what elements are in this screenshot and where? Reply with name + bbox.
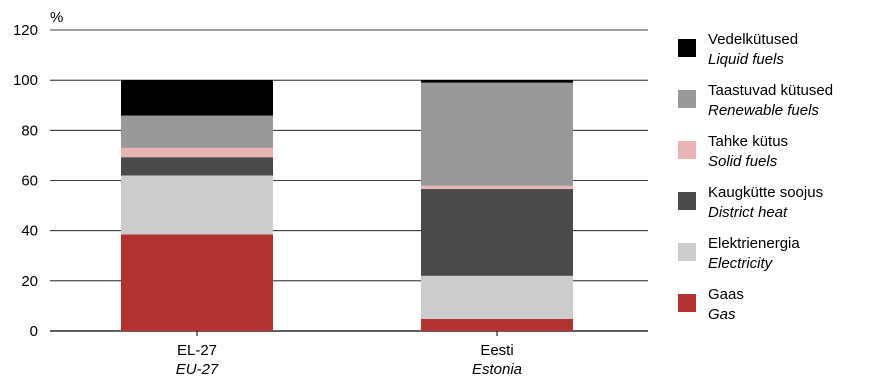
bar-segment bbox=[421, 275, 573, 319]
y-tick-label: 40 bbox=[21, 223, 38, 240]
bar-segment bbox=[421, 80, 573, 83]
legend-label-et: Kaugkütte soojus bbox=[708, 184, 824, 201]
y-tick-label: 60 bbox=[21, 173, 38, 190]
legend-label-en: Gas bbox=[708, 306, 736, 323]
legend-swatch bbox=[678, 39, 696, 57]
legend-item-gas: Gaas Gas bbox=[678, 285, 868, 336]
bar-segment bbox=[121, 175, 273, 235]
legend-label-en: Solid fuels bbox=[708, 153, 778, 170]
y-axis-unit: % bbox=[50, 9, 63, 26]
category-label-en: Estonia bbox=[472, 361, 522, 378]
bar-segment bbox=[421, 185, 573, 190]
legend-swatch bbox=[678, 90, 696, 108]
y-tick-labels: 0 20 40 60 80 100 120 bbox=[13, 22, 38, 340]
legend-label-et: Vedelkütused bbox=[708, 31, 799, 48]
bar-segment bbox=[121, 80, 273, 116]
category-label: Eesti bbox=[480, 342, 513, 359]
legend-item-solid-fuels: Tahke kütus Solid fuels bbox=[678, 132, 868, 183]
legend-label: Tahke kütus Solid fuels bbox=[708, 132, 788, 172]
legend-label: Gaas Gas bbox=[708, 285, 744, 325]
legend: Vedelkütused Liquid fuels Taastuvad kütu… bbox=[678, 30, 868, 336]
bar-segment bbox=[421, 82, 573, 186]
legend-label: Kaugkütte soojus District heat bbox=[708, 183, 823, 223]
bar-segment bbox=[121, 234, 273, 331]
bar-segment bbox=[121, 147, 273, 158]
bar-segment bbox=[121, 157, 273, 176]
legend-label-et: Tahke kütus bbox=[708, 133, 789, 150]
legend-label-et: Elektrienergia bbox=[708, 235, 800, 252]
legend-label: Vedelkütused Liquid fuels bbox=[708, 30, 798, 70]
y-tick-label: 100 bbox=[13, 72, 38, 89]
legend-label-et: Gaas bbox=[708, 286, 744, 303]
legend-swatch bbox=[678, 141, 696, 159]
y-tick-label: 0 bbox=[30, 323, 38, 340]
legend-swatch bbox=[678, 192, 696, 210]
legend-label-en: Liquid fuels bbox=[708, 51, 784, 68]
legend-item-electricity: Elektrienergia Electricity bbox=[678, 234, 868, 285]
legend-swatch bbox=[678, 294, 696, 312]
legend-item-district-heat: Kaugkütte soojus District heat bbox=[678, 183, 868, 234]
category-label: EL-27 bbox=[177, 342, 217, 359]
legend-label-et: Taastuvad kütused bbox=[708, 82, 834, 99]
bar-segment bbox=[121, 115, 273, 148]
bar-segment bbox=[421, 189, 573, 276]
bar-segment bbox=[421, 318, 573, 331]
y-tick-label: 80 bbox=[21, 122, 38, 139]
category-label-en: EU-27 bbox=[176, 361, 219, 378]
legend-label-en: Electricity bbox=[708, 255, 773, 272]
legend-label-en: Renewable fuels bbox=[708, 102, 819, 119]
legend-item-liquid-fuels: Vedelkütused Liquid fuels bbox=[678, 30, 868, 81]
legend-label: Taastuvad kütused Renewable fuels bbox=[708, 81, 833, 121]
legend-item-renewable-fuels: Taastuvad kütused Renewable fuels bbox=[678, 81, 868, 132]
y-tick-label: 20 bbox=[21, 273, 38, 290]
bars bbox=[121, 80, 573, 331]
y-tick-label: 120 bbox=[13, 22, 38, 39]
legend-label-en: District heat bbox=[708, 204, 788, 221]
legend-swatch bbox=[678, 243, 696, 261]
legend-label: Elektrienergia Electricity bbox=[708, 234, 800, 274]
x-category-labels: EL-27 EU-27 Eesti Estonia bbox=[176, 331, 522, 378]
